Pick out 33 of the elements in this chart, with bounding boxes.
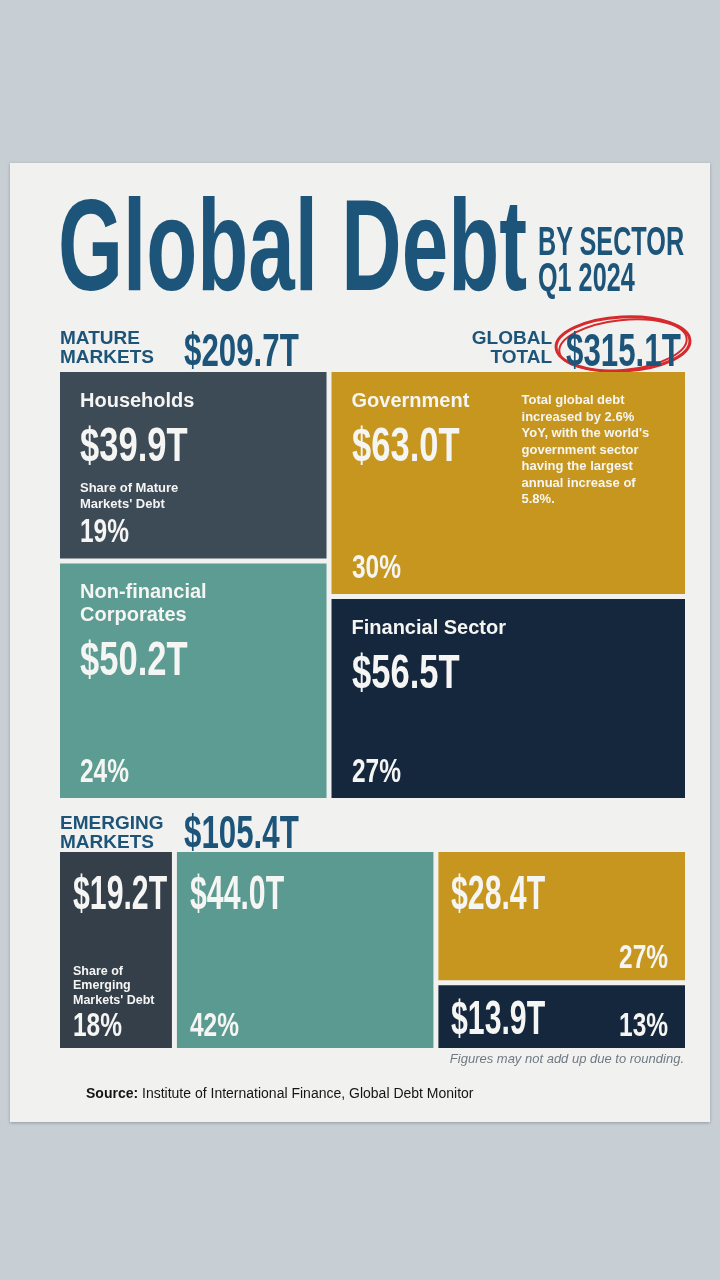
- text: Share of Emerging Markets' Debt: [73, 963, 155, 1007]
- text: Figures may not add up due to rounding.: [449, 1051, 684, 1066]
- text: 18%: [73, 1005, 123, 1043]
- data-label: $19.2T: [73, 866, 168, 919]
- data-label: $13.9T: [451, 991, 546, 1044]
- text: BY SECTOR Q1 2024: [538, 219, 685, 299]
- data-label: $28.4T: [451, 866, 546, 919]
- text: 27%: [618, 937, 668, 976]
- text: $209.7T: [184, 324, 299, 376]
- category-label: Financial Sector: [351, 615, 507, 638]
- data-label: $63.0T: [351, 418, 460, 471]
- text: 27%: [351, 751, 401, 789]
- category-label: Non-financial Corporates: [80, 580, 207, 626]
- text: MATURE MARKETS: [60, 327, 154, 367]
- source-note: Source: Institute of International Finance, Global Debt Monitor: [86, 1085, 474, 1101]
- text: 30%: [351, 546, 401, 585]
- text: Share of Mature Markets' Debt: [80, 480, 179, 511]
- data-label: $56.5T: [351, 644, 460, 698]
- text: 13%: [618, 1005, 668, 1043]
- data-label: $50.2T: [80, 632, 188, 686]
- data-label: $39.9T: [80, 418, 188, 471]
- text: $105.4T: [184, 806, 299, 858]
- text: $315.1T: [566, 324, 681, 376]
- category-label: Government: [351, 389, 470, 411]
- text: Total global debt increased by 2.6% YoY, with the world's government sector having the largest annual increase of 5.8%.: [521, 392, 650, 506]
- category-label: Households: [80, 389, 195, 411]
- text: 42%: [189, 1005, 239, 1043]
- text: EMERGING MARKETS: [60, 812, 164, 852]
- text: 19%: [80, 511, 130, 550]
- data-label: $44.0T: [189, 866, 285, 919]
- text: Global Debt: [58, 172, 528, 318]
- text: 24%: [80, 751, 130, 789]
- text: GLOBAL TOTAL: [471, 327, 552, 367]
